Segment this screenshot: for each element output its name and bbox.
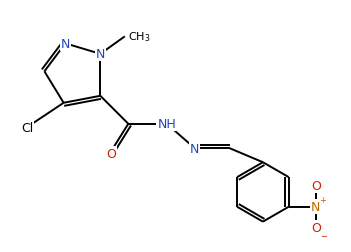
Text: CH$_3$: CH$_3$ <box>128 30 150 44</box>
Text: N: N <box>61 38 70 51</box>
Text: N: N <box>190 142 199 155</box>
Text: −: − <box>320 231 327 240</box>
Text: +: + <box>319 195 326 204</box>
Text: N: N <box>311 201 320 213</box>
Text: O: O <box>106 147 116 160</box>
Text: O: O <box>311 222 321 234</box>
Text: N: N <box>95 48 105 61</box>
Text: NH: NH <box>157 118 176 131</box>
Text: Cl: Cl <box>21 121 33 134</box>
Text: O: O <box>311 180 321 193</box>
